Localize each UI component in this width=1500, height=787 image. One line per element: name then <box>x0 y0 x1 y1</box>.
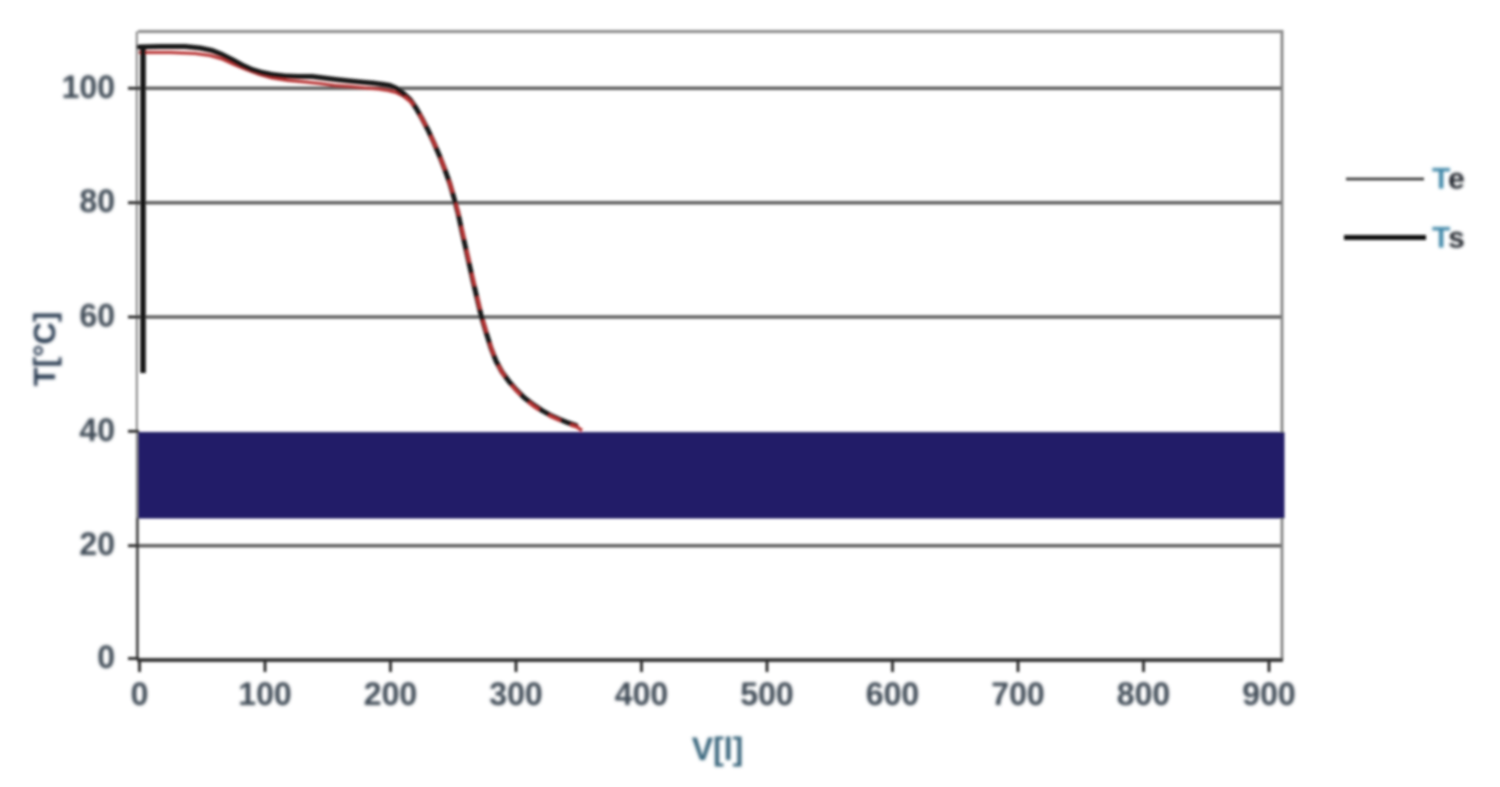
svg-text:40: 40 <box>79 412 115 448</box>
svg-text:T[°C]: T[°C] <box>27 312 62 386</box>
svg-text:900: 900 <box>1242 676 1295 712</box>
svg-text:60: 60 <box>79 298 115 334</box>
svg-text:80: 80 <box>79 183 115 219</box>
svg-text:0: 0 <box>97 639 115 675</box>
svg-text:600: 600 <box>866 676 919 712</box>
svg-text:100: 100 <box>238 676 291 712</box>
svg-text:500: 500 <box>740 676 793 712</box>
svg-text:300: 300 <box>489 676 542 712</box>
svg-text:20: 20 <box>79 526 115 562</box>
svg-text:Te: Te <box>1432 163 1465 196</box>
svg-text:800: 800 <box>1117 676 1170 712</box>
svg-text:400: 400 <box>615 676 668 712</box>
svg-text:0: 0 <box>131 676 149 712</box>
svg-text:200: 200 <box>364 676 417 712</box>
svg-text:100: 100 <box>62 69 115 105</box>
svg-text:Ts: Ts <box>1432 222 1465 255</box>
svg-text:700: 700 <box>991 676 1044 712</box>
svg-text:V[l]: V[l] <box>692 731 744 767</box>
